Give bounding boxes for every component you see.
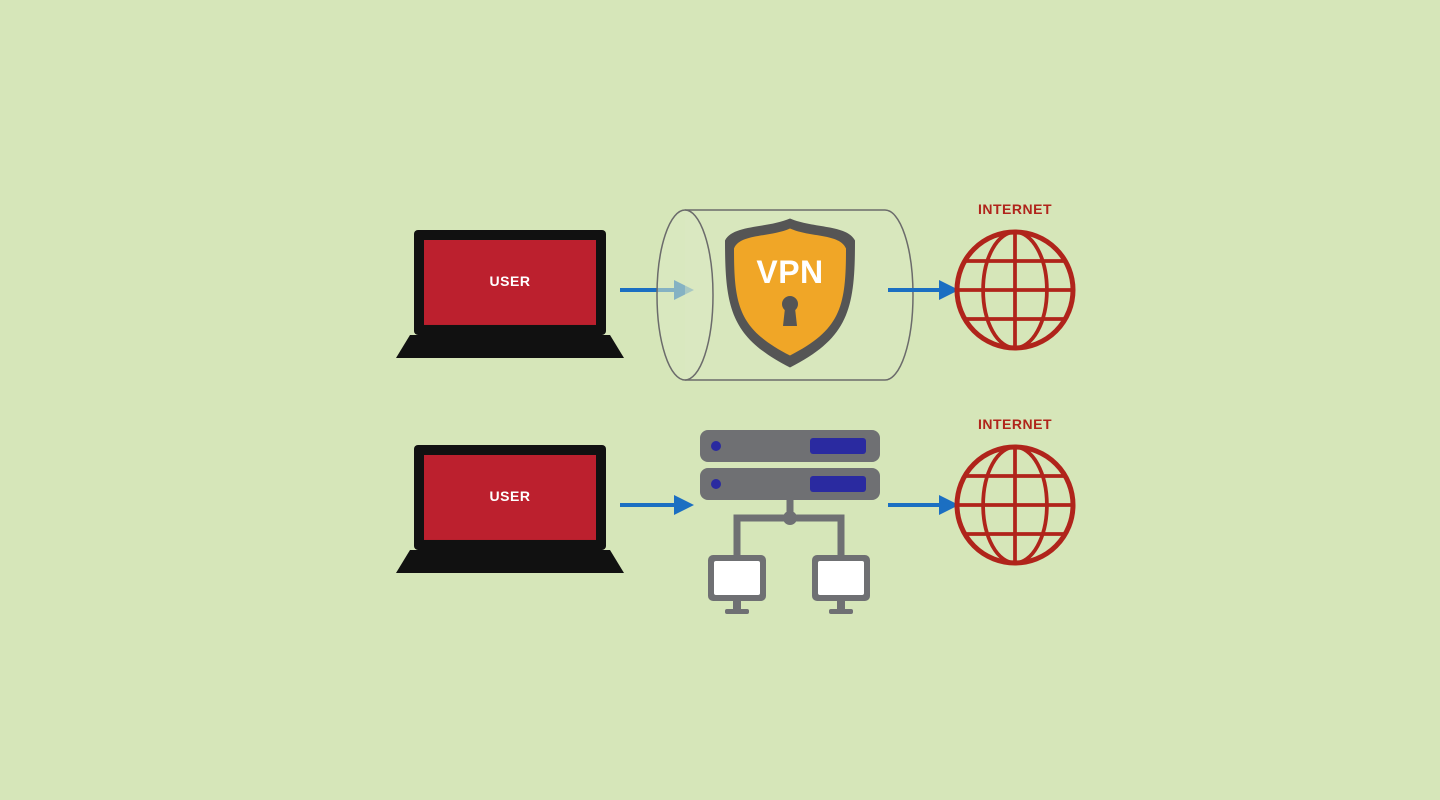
internet-label-row1: INTERNET: [915, 201, 1115, 217]
diagram-canvas: USER VPN INTERNET USER INTERNET: [0, 0, 1440, 800]
laptop-icon: [396, 230, 624, 358]
user-label-row1: USER: [410, 273, 610, 289]
globe-icon: [957, 447, 1073, 563]
laptop-icon: [396, 445, 624, 573]
internet-label-row2: INTERNET: [915, 416, 1115, 432]
vpn-label: VPN: [690, 254, 890, 291]
proxy-server-icon: [700, 430, 880, 614]
globe-icon: [957, 232, 1073, 348]
svg-layer: [0, 0, 1440, 800]
user-label-row2: USER: [410, 488, 610, 504]
